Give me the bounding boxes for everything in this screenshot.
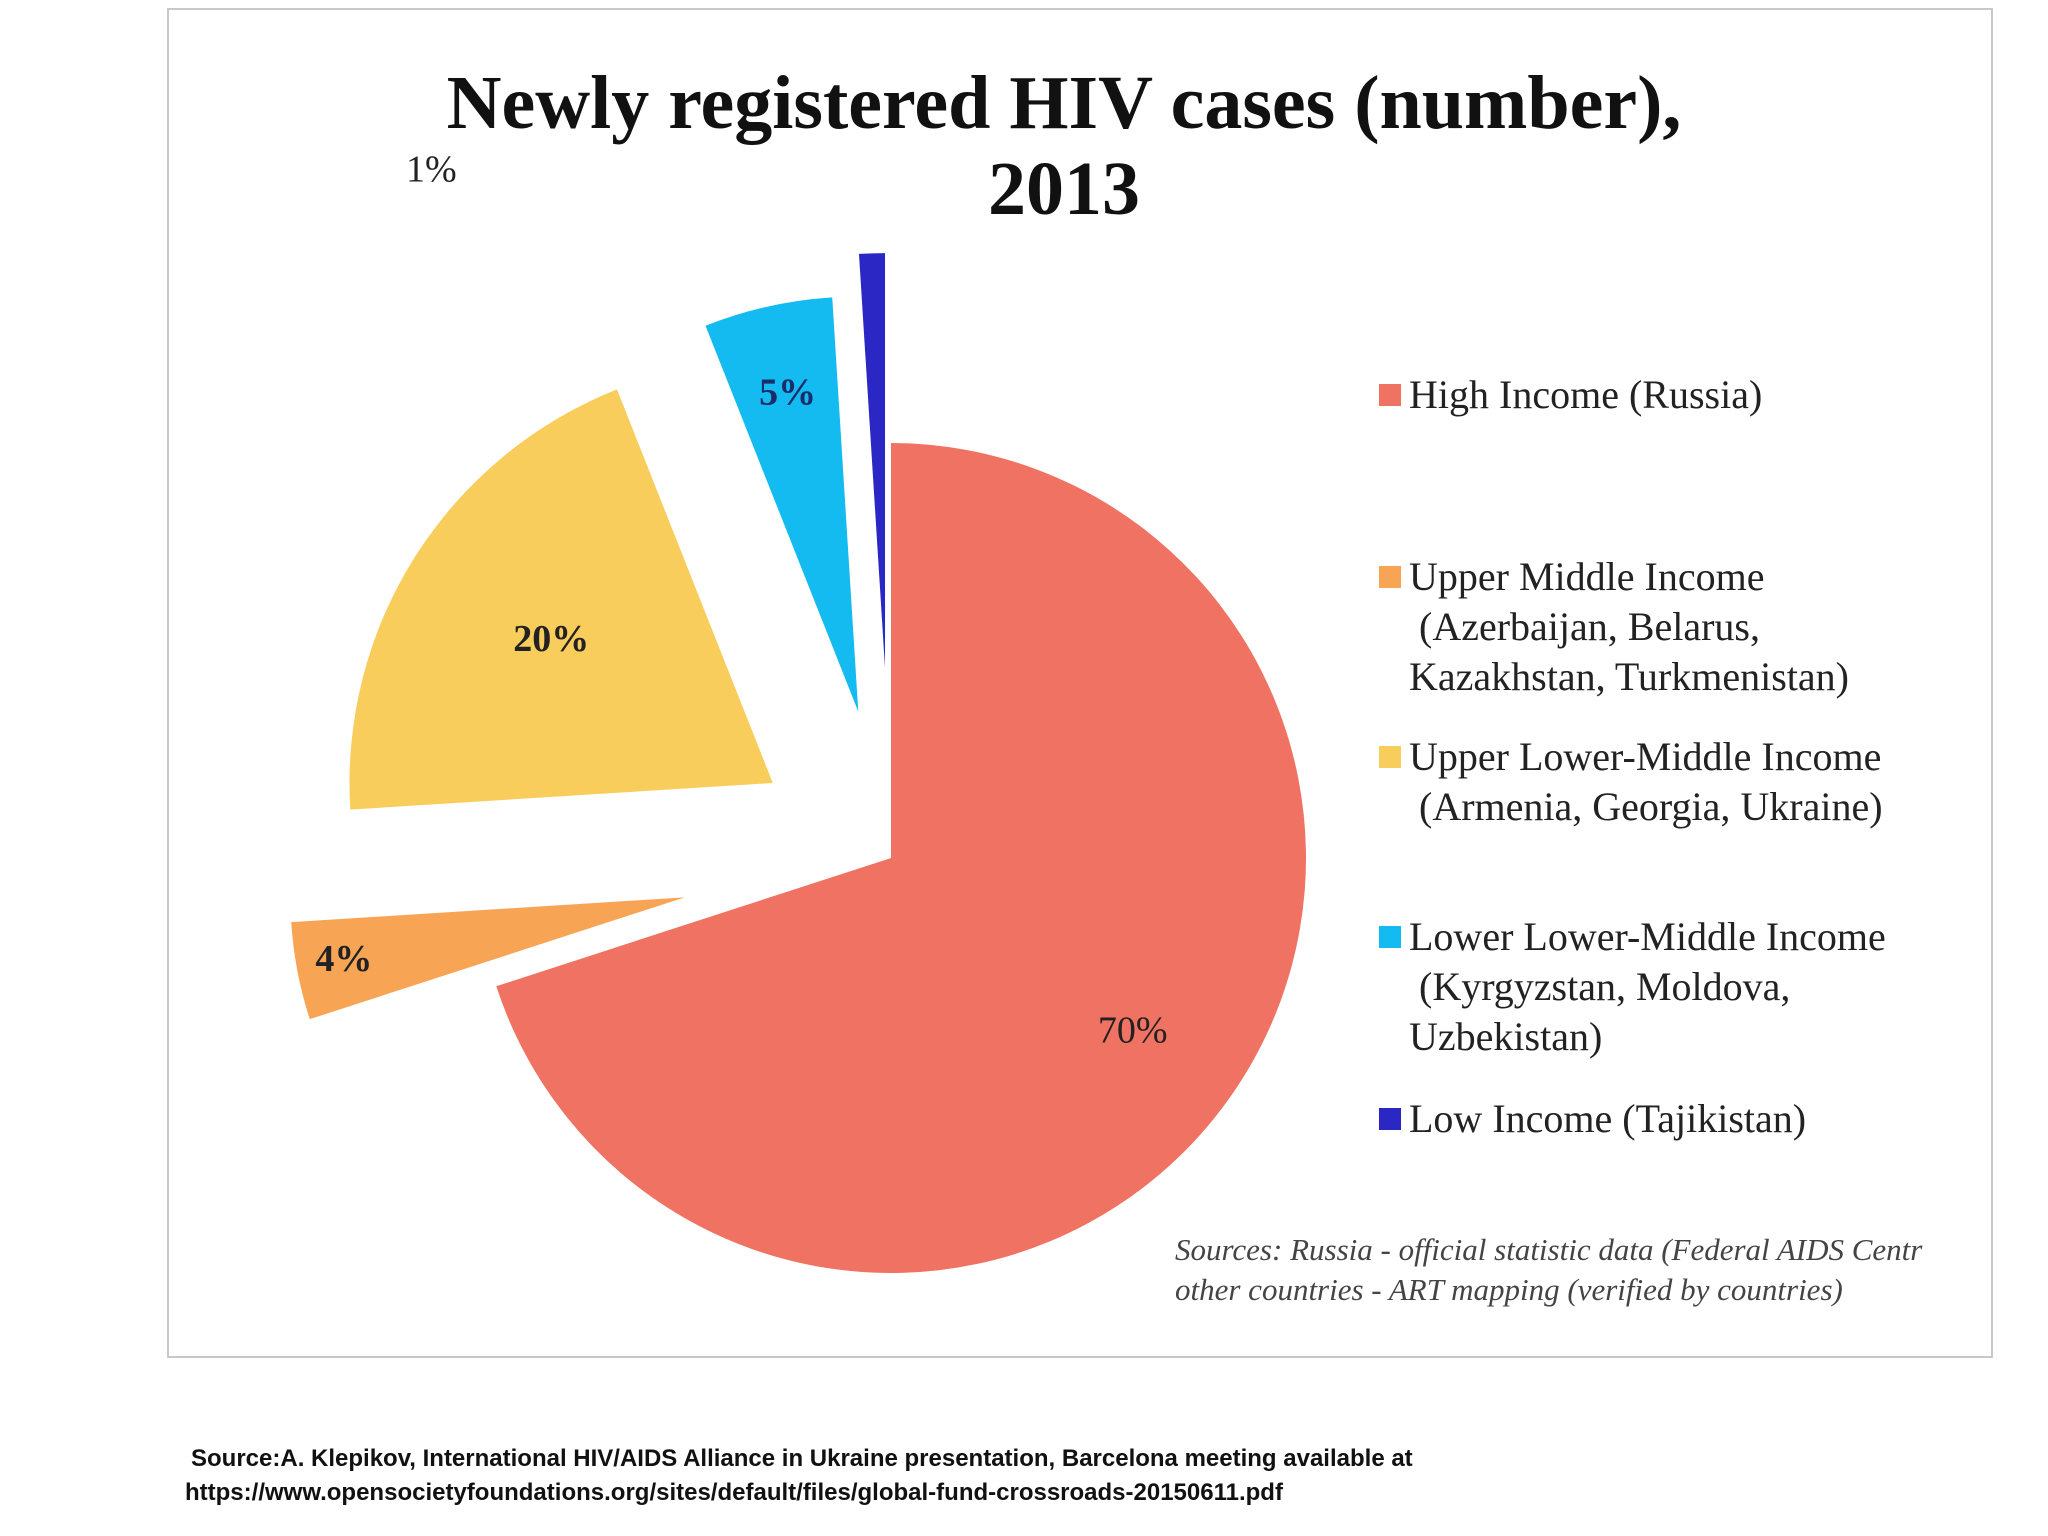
pie-slice-upper-middle-income <box>291 897 685 1020</box>
sources-note-line-1: Sources: Russia - official statistic dat… <box>1175 1232 1923 1267</box>
legend-swatch-lower-lower-middle-income <box>1379 926 1401 948</box>
data-label-upper-middle-income: 4% <box>315 938 372 980</box>
chart-title-line-1: Newly registered HIV cases (number), <box>446 61 1682 145</box>
pie-slice-upper-lower-middle-income <box>349 389 773 810</box>
chart-title: Newly registered HIV cases (number), 201… <box>369 60 1759 232</box>
source-citation: Source:A. Klepikov, International HIV/AI… <box>185 1442 1885 1510</box>
legend-label: Upper Lower-Middle Income <box>1409 734 1882 779</box>
legend-label: Lower Lower-Middle Income <box>1409 914 1886 959</box>
legend-swatch-upper-lower-middle-income <box>1379 746 1401 768</box>
legend-label: High Income (Russia) <box>1409 372 1763 417</box>
legend-label: (Kyrgyzstan, Moldova, <box>1419 964 1791 1009</box>
legend-label: Kazakhstan, Turkmenistan) <box>1409 654 1849 699</box>
source-citation-line-2: https://www.opensocietyfoundations.org/s… <box>185 1479 1283 1506</box>
source-citation-line-1: Source:A. Klepikov, International HIV/AI… <box>191 1445 1413 1472</box>
data-label-upper-lower-middle-income: 20% <box>513 618 589 660</box>
pie-slice-low-income <box>858 253 886 669</box>
legend-label: Low Income (Tajikistan) <box>1409 1096 1807 1141</box>
legend-label: (Azerbaijan, Belarus, <box>1419 604 1760 649</box>
pie-slice-high-income <box>496 443 1307 1273</box>
legend-swatch-low-income <box>1379 1108 1401 1130</box>
chart-frame: Newly registered HIV cases (number), 201… <box>167 8 1993 1358</box>
sources-note: Sources: Russia - official statistic dat… <box>1175 1230 1991 1310</box>
legend-swatch-high-income <box>1379 384 1401 406</box>
chart-title-line-2: 2013 <box>988 147 1140 231</box>
legend-label: (Armenia, Georgia, Ukraine) <box>1419 784 1883 829</box>
pie-chart: 70% 4% 20% 5% 1% <box>291 148 1307 1273</box>
legend-label: Upper Middle Income <box>1409 554 1765 599</box>
sources-note-line-2: other countries - ART mapping (verified … <box>1175 1272 1843 1307</box>
data-label-low-income: 1% <box>406 148 457 190</box>
data-label-lower-lower-middle-income: 5% <box>759 371 816 413</box>
pie-slice-lower-lower-middle-income <box>705 297 859 712</box>
legend-label: Uzbekistan) <box>1409 1014 1603 1059</box>
legend-swatch-upper-middle-income <box>1379 566 1401 588</box>
data-label-high-income: 70% <box>1098 1009 1168 1051</box>
